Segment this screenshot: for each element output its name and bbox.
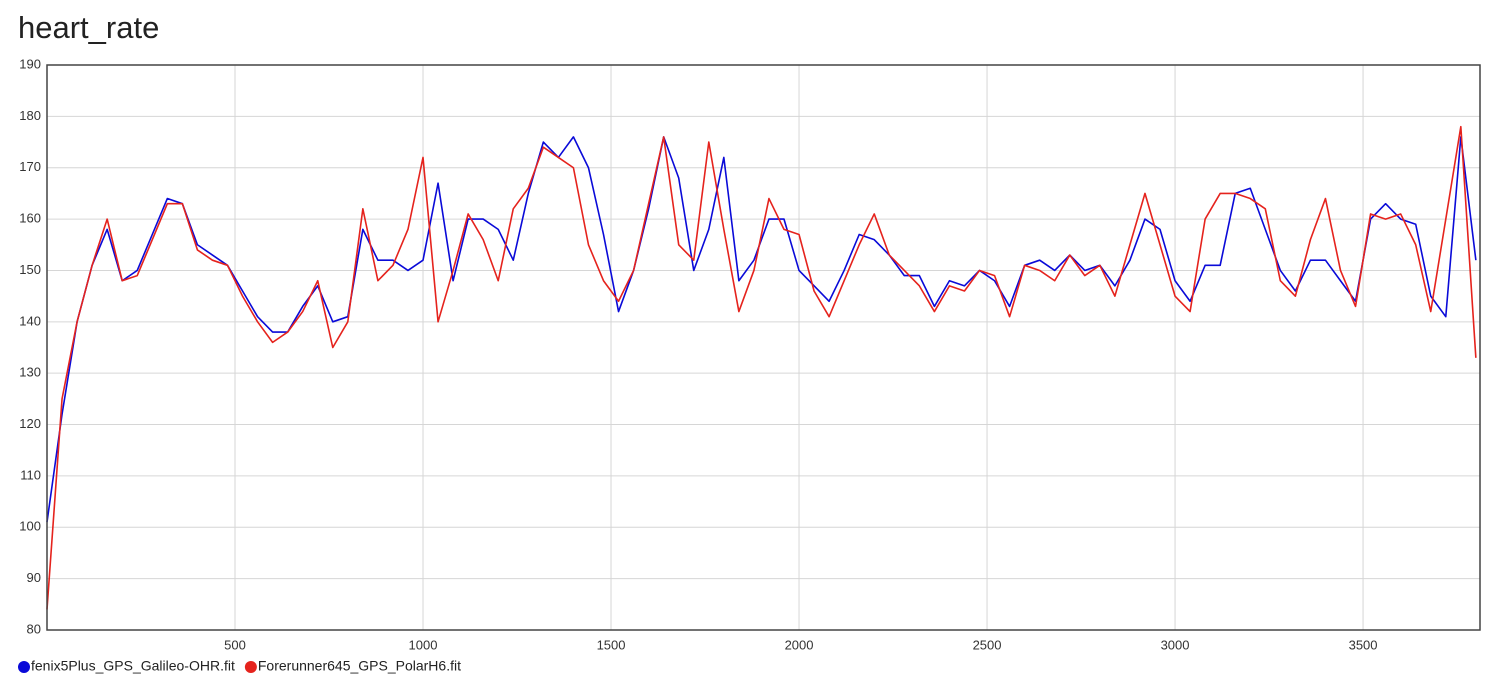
y-tick-label: 180 bbox=[19, 108, 41, 123]
x-tick-label: 2500 bbox=[973, 637, 1002, 652]
legend-marker bbox=[18, 661, 30, 673]
x-tick-label: 3000 bbox=[1161, 637, 1190, 652]
y-tick-label: 190 bbox=[19, 56, 41, 71]
y-tick-label: 140 bbox=[19, 313, 41, 328]
y-tick-label: 80 bbox=[27, 621, 41, 636]
series-line bbox=[46, 136, 1477, 523]
y-tick-label: 170 bbox=[19, 159, 41, 174]
chart-title: heart_rate bbox=[18, 10, 159, 45]
y-tick-label: 150 bbox=[19, 262, 41, 277]
y-tick-label: 160 bbox=[19, 211, 41, 226]
series-line bbox=[46, 125, 1477, 610]
x-tick-label: 3500 bbox=[1349, 637, 1378, 652]
y-tick-label: 100 bbox=[19, 519, 41, 534]
legend-label: fenix5Plus_GPS_Galileo-OHR.fit bbox=[31, 658, 235, 674]
legend-marker bbox=[244, 661, 257, 673]
legend-label: Forerunner645_GPS_PolarH6.fit bbox=[258, 658, 461, 674]
y-tick-label: 120 bbox=[19, 416, 41, 431]
x-tick-label: 1000 bbox=[409, 637, 438, 652]
x-tick-label: 2000 bbox=[785, 637, 814, 652]
x-tick-label: 500 bbox=[224, 637, 246, 652]
y-tick-label: 90 bbox=[27, 570, 41, 585]
x-tick-label: 1500 bbox=[597, 637, 626, 652]
y-tick-label: 130 bbox=[19, 365, 41, 380]
plot-frame bbox=[46, 64, 1481, 631]
y-tick-label: 110 bbox=[20, 467, 41, 482]
